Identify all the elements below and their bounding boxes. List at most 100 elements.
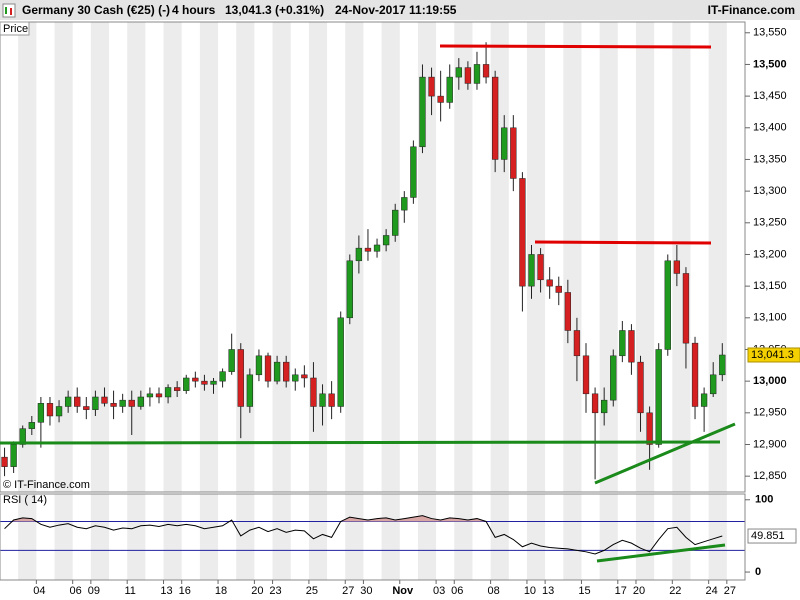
x-tick-label: 08 xyxy=(487,585,499,597)
x-tick-label: 09 xyxy=(88,585,100,597)
candle-body xyxy=(10,444,17,467)
rsi-y-tick-label: 100 xyxy=(755,494,773,506)
plot-area xyxy=(0,22,745,580)
day-stripe xyxy=(381,494,400,580)
day-stripe xyxy=(708,22,727,492)
candle-body xyxy=(673,260,681,274)
candle-body xyxy=(691,342,699,407)
candle-body xyxy=(1,456,8,467)
rsi-trend-line xyxy=(596,543,726,563)
header-bar xyxy=(0,0,800,20)
candle-body xyxy=(446,76,453,103)
day-stripe xyxy=(490,494,509,580)
rsi-last-box xyxy=(747,528,797,544)
last-price-label: 13,041.3 xyxy=(751,349,794,361)
candle-body xyxy=(164,387,172,398)
y-tick-label: 13,150 xyxy=(753,280,787,292)
x-tick-label: 06 xyxy=(70,585,82,597)
candle-body xyxy=(128,399,135,407)
candle-body xyxy=(310,377,317,407)
candle-body xyxy=(664,260,671,350)
trendlines xyxy=(0,44,736,563)
x-tick-label: 17 xyxy=(615,585,627,597)
candle-body xyxy=(255,355,263,376)
candle-body xyxy=(337,317,344,407)
x-tick-label: 20 xyxy=(633,585,645,597)
day-stripe xyxy=(127,494,146,580)
x-tick-label: 04 xyxy=(33,585,45,597)
day-stripe xyxy=(381,22,400,492)
x-tick-label: 13 xyxy=(542,585,554,597)
candle-body xyxy=(373,244,381,252)
candle-body xyxy=(537,254,544,281)
candle-body xyxy=(146,393,154,398)
candle-body xyxy=(319,393,326,407)
candle-body xyxy=(273,361,281,382)
day-stripe xyxy=(672,22,691,492)
last-price-box xyxy=(747,347,800,363)
candle-body xyxy=(619,330,626,357)
candle-body xyxy=(155,393,163,398)
day-stripe xyxy=(199,494,219,580)
candle-body xyxy=(55,406,63,417)
day-stripe xyxy=(236,494,255,580)
candle-body xyxy=(419,76,426,148)
x-tick-label: 13 xyxy=(160,585,172,597)
candle-body xyxy=(382,235,390,246)
y-tick-label: 13,200 xyxy=(753,248,787,260)
day-stripe xyxy=(18,22,37,492)
x-tick-label: 11 xyxy=(124,585,135,597)
candle-body xyxy=(19,428,26,445)
candle-body xyxy=(110,403,117,407)
candle-body xyxy=(292,374,299,382)
candle-body xyxy=(473,64,481,84)
y-tick-label: 12,850 xyxy=(753,470,787,482)
candle-body xyxy=(637,361,644,414)
day-stripe xyxy=(526,494,546,580)
candle-body xyxy=(401,197,408,211)
candle-body xyxy=(510,127,517,179)
candle-body xyxy=(610,355,617,401)
candle-body xyxy=(519,178,526,287)
candle-body xyxy=(682,273,690,344)
x-tick-label: 24 xyxy=(706,585,718,597)
day-stripe xyxy=(454,22,473,492)
candle-body xyxy=(246,374,254,407)
resistance-line xyxy=(439,44,712,49)
candle-body xyxy=(119,399,126,407)
candle-body xyxy=(564,292,571,331)
candle-body xyxy=(174,387,181,391)
candle-body xyxy=(410,146,417,198)
rsi-last-label: 49.851 xyxy=(751,530,785,542)
candle-body xyxy=(92,396,99,410)
rsi-overbought-area xyxy=(4,515,723,522)
day-stripe xyxy=(345,22,364,492)
candle-body xyxy=(491,76,499,160)
candle-body xyxy=(501,127,508,160)
y-tick-label: 13,450 xyxy=(753,90,787,102)
candle-body xyxy=(555,285,562,293)
candle-body xyxy=(591,393,599,414)
support-line xyxy=(0,440,721,445)
candle-body xyxy=(546,279,553,287)
x-tick-label: 03 xyxy=(433,585,445,597)
candle-body xyxy=(219,371,226,382)
candle-body xyxy=(482,64,490,78)
candle-body xyxy=(283,361,290,382)
day-stripe xyxy=(563,22,582,492)
x-tick-label: 23 xyxy=(269,585,281,597)
day-stripe xyxy=(163,22,182,492)
day-stripe xyxy=(18,494,37,580)
candle-body xyxy=(582,355,590,395)
day-stripe xyxy=(599,494,618,580)
day-stripe xyxy=(199,22,219,492)
candle-body xyxy=(83,406,90,410)
day-stripe xyxy=(635,494,655,580)
rsi-frame xyxy=(0,493,746,581)
candle-body xyxy=(364,247,372,252)
day-stripe xyxy=(163,494,182,580)
day-stripe xyxy=(672,494,691,580)
candle-body xyxy=(528,254,535,287)
timestamp: 24-Nov-2017 11:19:55 xyxy=(335,3,457,17)
